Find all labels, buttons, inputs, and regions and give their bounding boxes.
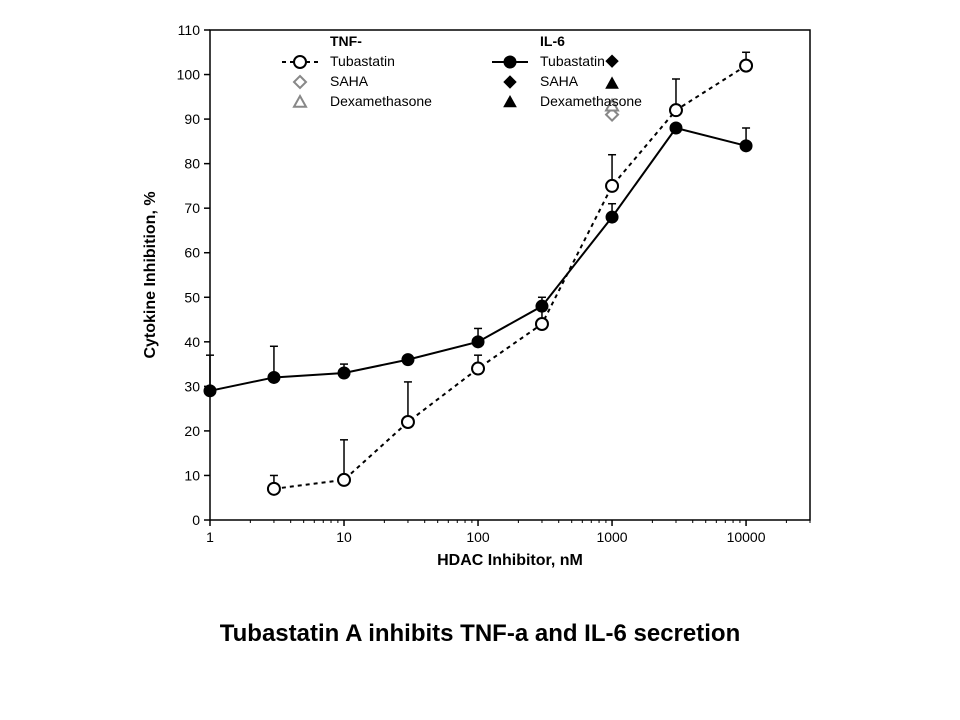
- slide: 0102030405060708090100110110100100010000…: [0, 0, 960, 720]
- svg-text:100: 100: [466, 529, 490, 545]
- svg-text:TNF-: TNF-: [330, 33, 362, 49]
- svg-text:HDAC Inhibitor, nM: HDAC Inhibitor, nM: [437, 552, 583, 569]
- svg-text:Dexamethasone: Dexamethasone: [330, 93, 432, 109]
- svg-text:Cytokine Inhibition, %: Cytokine Inhibition, %: [142, 191, 159, 358]
- svg-text:70: 70: [184, 200, 200, 216]
- point-SAHA: [606, 55, 618, 67]
- svg-text:20: 20: [184, 423, 200, 439]
- svg-text:100: 100: [177, 67, 201, 83]
- svg-text:1: 1: [206, 529, 214, 545]
- svg-text:Tubastatin: Tubastatin: [540, 53, 605, 69]
- caption: Tubastatin A inhibits TNF-a and IL-6 sec…: [0, 620, 960, 648]
- svg-text:80: 80: [184, 156, 200, 172]
- point-Dexamethasone: [606, 77, 618, 88]
- svg-text:90: 90: [184, 111, 200, 127]
- legend: TNF- Tubastatin SAHA Dexamethasone IL-6 Tubas…: [282, 33, 642, 109]
- svg-text:10: 10: [336, 529, 352, 545]
- svg-text:50: 50: [184, 289, 200, 305]
- series-Tubastatin: [268, 52, 752, 495]
- svg-text:Tubastatin: Tubastatin: [330, 53, 395, 69]
- svg-text:1000: 1000: [596, 529, 627, 545]
- svg-text:40: 40: [184, 334, 200, 350]
- svg-text:SAHA: SAHA: [540, 73, 579, 89]
- svg-text:0: 0: [192, 512, 200, 528]
- svg-text:IL-6: IL-6: [540, 33, 565, 49]
- svg-text:SAHA: SAHA: [330, 73, 369, 89]
- svg-text:10: 10: [184, 467, 200, 483]
- svg-text:30: 30: [184, 378, 200, 394]
- svg-text:10000: 10000: [727, 529, 766, 545]
- chart: 0102030405060708090100110110100100010000…: [130, 20, 830, 580]
- caption-text: Tubastatin A inhibits TNF-a and IL-6 sec…: [220, 620, 740, 647]
- svg-text:Dexamethasone: Dexamethasone: [540, 93, 642, 109]
- svg-text:110: 110: [178, 22, 201, 38]
- svg-text:60: 60: [184, 245, 200, 261]
